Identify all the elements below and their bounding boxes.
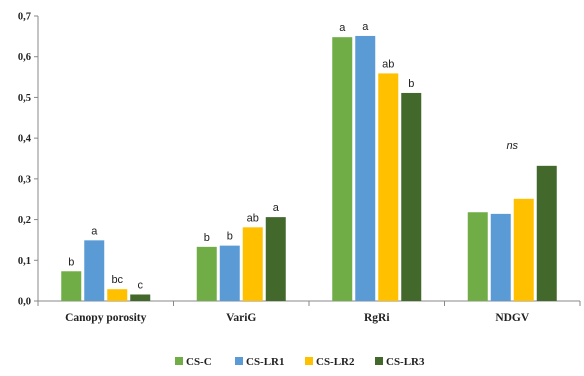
- significance-label: c: [138, 279, 144, 291]
- x-axis: Canopy porosity VariG RgRi NDGV: [37, 300, 581, 324]
- y-tick-label: 0,5: [18, 93, 31, 104]
- significance-label: a: [362, 21, 369, 33]
- significance-label: ab: [247, 212, 259, 224]
- legend-label: CS-LR2: [316, 356, 355, 368]
- category-label: RgRi: [364, 312, 390, 324]
- bar: [467, 212, 488, 301]
- significance-label: b: [408, 78, 414, 90]
- bars: [61, 35, 557, 302]
- significance-label: b: [227, 231, 233, 243]
- y-tick-label: 0,3: [18, 174, 31, 185]
- y-tick-label: 0,4: [18, 134, 32, 145]
- group-annotation: ns: [506, 140, 518, 152]
- legend-label: CS-LR1: [246, 356, 285, 368]
- y-tick-label: 0,6: [18, 52, 31, 63]
- legend-label: CS-C: [186, 356, 212, 368]
- legend-swatch: [235, 357, 243, 365]
- category-label: NDGV: [495, 312, 530, 324]
- bar: [130, 294, 151, 301]
- significance-label: a: [273, 202, 280, 214]
- y-tick-label: 0,0: [18, 297, 31, 308]
- bar: [332, 37, 353, 302]
- y-tick-label: 0,2: [18, 215, 31, 226]
- significance-label: b: [68, 256, 74, 268]
- bar: [61, 271, 82, 301]
- bar-labels: b a bc c b b ab a a a ab b ns: [68, 21, 518, 292]
- bar: [265, 217, 286, 301]
- legend-label: CS-LR3: [386, 356, 425, 368]
- bar: [196, 246, 217, 301]
- bar: [513, 198, 534, 301]
- significance-label: ab: [382, 58, 394, 70]
- y-tick-label: 0,1: [18, 256, 31, 267]
- category-label: VariG: [226, 312, 256, 324]
- y-tick-label: 0,7: [18, 12, 31, 23]
- category-label: Canopy porosity: [65, 312, 147, 324]
- significance-label: bc: [111, 274, 123, 286]
- significance-label: a: [91, 225, 98, 237]
- bar: [401, 92, 422, 301]
- y-axis: 0,0 0,1 0,2 0,3 0,4 0,5 0,6 0,7: [18, 12, 39, 308]
- bar: [84, 240, 105, 301]
- bar: [536, 165, 557, 301]
- legend-swatch: [375, 357, 383, 365]
- legend-swatch: [305, 357, 313, 365]
- significance-label: b: [204, 232, 210, 244]
- bar: [219, 245, 240, 301]
- bar: [490, 213, 511, 301]
- bar: [355, 35, 376, 301]
- significance-label: a: [339, 22, 346, 34]
- legend: CS-C CS-LR1 CS-LR2 CS-LR3: [175, 356, 425, 368]
- legend-swatch: [175, 357, 183, 365]
- bar: [378, 73, 399, 302]
- bar: [107, 289, 128, 301]
- bar: [242, 227, 263, 301]
